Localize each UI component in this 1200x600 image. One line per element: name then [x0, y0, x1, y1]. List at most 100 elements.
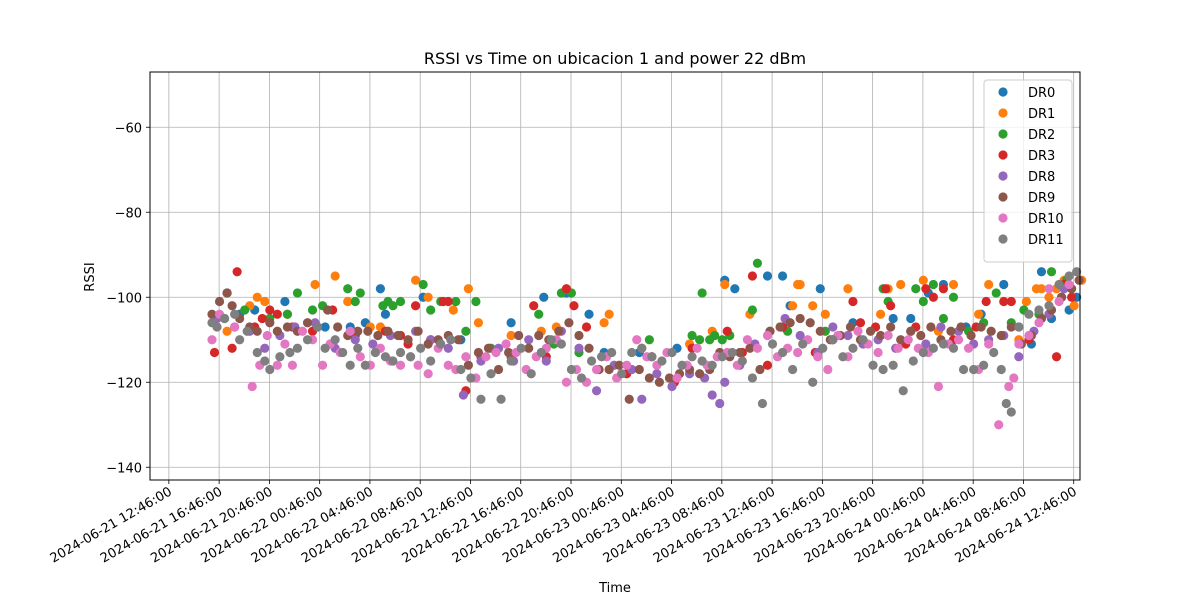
data-point [355, 288, 365, 298]
data-point [984, 279, 994, 290]
data-point [312, 322, 323, 332]
data-point [453, 335, 463, 345]
data-point [539, 292, 549, 302]
data-point [260, 356, 270, 366]
y-axis-title: RSSI [83, 262, 98, 291]
data-point [388, 301, 398, 311]
data-point [463, 360, 473, 370]
data-point [345, 326, 355, 336]
data-point [926, 322, 936, 332]
y-tick-label: −120 [106, 376, 142, 391]
data-point [707, 390, 717, 400]
data-point [599, 318, 609, 328]
data-point [506, 330, 516, 341]
data-point [343, 296, 353, 307]
data-point [317, 360, 328, 370]
data-point [1034, 305, 1044, 315]
y-tick-label: −80 [115, 206, 142, 221]
data-point [767, 339, 778, 349]
data-point [345, 360, 355, 370]
data-point [624, 394, 634, 404]
data-point [1024, 330, 1034, 341]
data-point [561, 377, 572, 387]
data-point [752, 258, 763, 268]
data-point [986, 326, 996, 336]
data-point [581, 322, 592, 332]
data-point [808, 377, 818, 387]
data-point [262, 330, 272, 341]
data-point [380, 352, 391, 362]
data-point [795, 279, 805, 290]
data-point [212, 322, 222, 332]
data-point [652, 369, 662, 379]
data-point [426, 305, 436, 315]
data-point [815, 284, 825, 294]
data-point [257, 313, 267, 324]
data-point [1006, 322, 1016, 332]
data-point [232, 267, 242, 277]
data-point [878, 364, 888, 375]
data-point [828, 322, 838, 332]
data-point [280, 339, 290, 349]
data-point [933, 381, 944, 392]
data-point [755, 364, 765, 375]
data-point [330, 271, 340, 281]
data-point [757, 398, 768, 409]
data-point [1054, 296, 1064, 307]
data-point [272, 326, 282, 336]
legend-marker [998, 171, 1008, 181]
data-point [999, 296, 1009, 307]
data-point [994, 420, 1004, 430]
data-point [1014, 352, 1024, 362]
data-point [330, 335, 340, 345]
data-point [207, 309, 217, 319]
data-point [903, 335, 913, 345]
legend-label: DR3 [1028, 149, 1055, 164]
data-point [443, 360, 453, 370]
data-point [888, 360, 898, 370]
data-point [473, 347, 484, 358]
data-point [647, 352, 657, 362]
legend-label: DR2 [1028, 128, 1055, 143]
data-point [534, 330, 544, 341]
data-point [353, 326, 363, 336]
data-point [282, 322, 293, 332]
data-point [921, 339, 931, 349]
data-point [265, 318, 275, 328]
data-point [632, 335, 642, 345]
data-point [637, 343, 647, 353]
data-point [657, 356, 667, 366]
data-point [501, 339, 511, 349]
data-point [617, 369, 627, 379]
data-point [843, 330, 853, 341]
data-point [820, 309, 830, 319]
data-point [730, 284, 740, 294]
data-point [446, 335, 456, 345]
legend-label: DR11 [1028, 233, 1064, 248]
data-point [865, 326, 876, 336]
data-point [242, 326, 252, 336]
data-point [423, 369, 433, 379]
data-point [591, 386, 602, 396]
data-point [292, 288, 303, 298]
data-point [368, 339, 378, 349]
data-point [697, 288, 707, 298]
data-point [697, 356, 707, 366]
data-point [260, 343, 270, 353]
y-tick-label: −60 [115, 121, 142, 136]
legend-marker [998, 87, 1008, 97]
data-point [938, 313, 949, 324]
y-axis-ticks: −140 −120 −100 −80 −60 [106, 121, 150, 476]
data-point [541, 356, 551, 366]
data-point [805, 318, 815, 328]
data-point [742, 335, 752, 345]
data-point [695, 369, 705, 379]
data-point [591, 364, 602, 375]
data-point [576, 373, 587, 383]
data-point [282, 309, 293, 319]
data-point [918, 275, 928, 285]
data-point [350, 335, 360, 345]
data-point [350, 296, 360, 307]
data-point [795, 330, 805, 341]
data-point [1044, 284, 1054, 294]
